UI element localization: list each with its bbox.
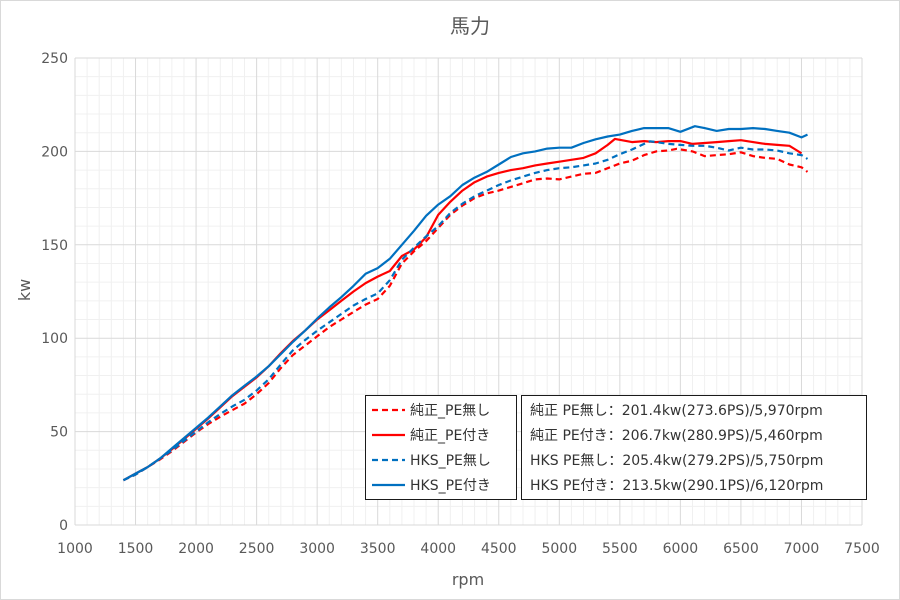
x-axis-ticks: 1000 1500 2000 2500 3000 3500 4000 4500 5000 5500… — [57, 541, 880, 557]
annotation-line: 純正 PE無し：201.4kw(273.6PS)/5,970rpm — [530, 403, 823, 419]
annotation-line: HKS PE付き：213.5kw(290.1PS)/6,120rpm — [530, 478, 823, 494]
y-tick-label: 150 — [41, 238, 68, 254]
annotation-line: HKS PE無し：205.4kw(279.2PS)/5,750rpm — [530, 453, 823, 469]
x-tick-label: 1500 — [118, 541, 154, 557]
x-axis-label: rpm — [452, 570, 484, 589]
x-tick-label: 2000 — [178, 541, 214, 557]
legend-label: HKS_PE無し — [410, 453, 491, 469]
x-tick-label: 3000 — [299, 541, 335, 557]
legend-label: 純正_PE付き — [410, 428, 490, 444]
series-lines — [122, 125, 809, 482]
x-tick-label: 7500 — [844, 541, 880, 557]
y-tick-label: 100 — [41, 331, 68, 347]
x-tick-label: 1000 — [57, 541, 93, 557]
x-tick-label: 3500 — [360, 541, 396, 557]
x-tick-label: 7000 — [784, 541, 820, 557]
x-tick-label: 6500 — [723, 541, 759, 557]
legend-box — [365, 395, 517, 500]
x-tick-label: 5500 — [602, 541, 638, 557]
legend-label: 純正_PE無し — [410, 403, 490, 419]
x-tick-label: 2500 — [239, 541, 275, 557]
y-tick-label: 50 — [50, 425, 68, 441]
y-tick-label: 200 — [41, 144, 68, 160]
x-tick-label: 4500 — [481, 541, 517, 557]
y-axis-label: kw — [15, 279, 34, 301]
annotation-box — [521, 395, 867, 500]
chart-title: 馬力 — [450, 14, 490, 38]
peak-annotation-panel: 純正 PE無し：201.4kw(273.6PS)/5,970rpm 純正 PE付… — [521, 395, 867, 500]
y-axis-ticks: 0 50 100 150 200 250 — [41, 51, 68, 534]
series-line-4 — [122, 125, 808, 482]
y-tick-label: 0 — [59, 518, 68, 534]
x-tick-label: 4000 — [420, 541, 456, 557]
x-tick-label: 6000 — [663, 541, 699, 557]
annotation-line: 純正 PE付き：206.7kw(280.9PS)/5,460rpm — [530, 428, 823, 444]
x-tick-label: 5000 — [541, 541, 577, 557]
y-tick-label: 250 — [41, 51, 68, 67]
legend-label: HKS_PE付き — [410, 478, 491, 494]
series-line-3 — [122, 140, 809, 482]
